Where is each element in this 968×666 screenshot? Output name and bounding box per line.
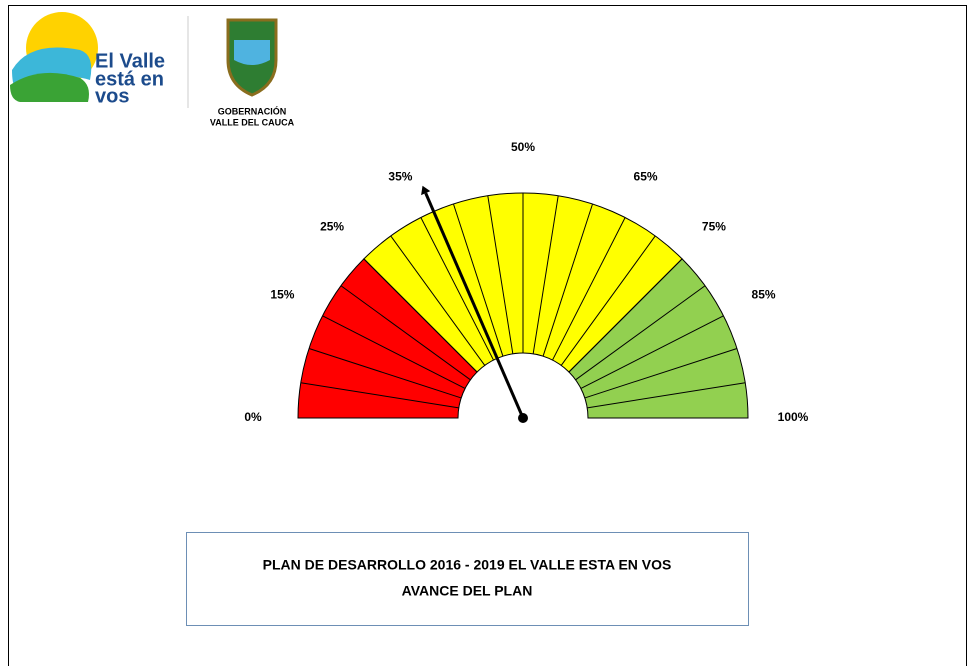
gauge-division xyxy=(580,315,724,389)
needle xyxy=(424,192,525,419)
needle-head xyxy=(421,185,431,196)
gauge-band xyxy=(297,258,478,419)
tick-label: 0% xyxy=(244,410,262,424)
chart-title: PLAN DE DESARROLLO 2016 - 2019 EL VALLE … xyxy=(263,557,672,573)
gauge-division xyxy=(542,203,594,357)
tick-label: 25% xyxy=(320,219,344,233)
gauge-division xyxy=(390,235,486,366)
tick-label: 65% xyxy=(634,170,658,184)
logo-text: El Valle xyxy=(95,50,165,72)
title-box xyxy=(186,532,749,626)
gauge-division xyxy=(532,195,559,354)
gauge-division xyxy=(552,217,626,361)
gauge-division xyxy=(363,258,478,373)
tick-label: 100% xyxy=(778,410,809,424)
tick-label: 50% xyxy=(511,140,535,154)
tick-label: 15% xyxy=(270,288,294,302)
frame xyxy=(8,5,967,666)
logo: El Valle está en vos GOBERNACIÓN VALLE D… xyxy=(10,12,295,127)
gauge-division xyxy=(584,347,738,399)
gauge-division xyxy=(322,315,466,389)
gauge-division xyxy=(300,382,459,409)
gauge-division xyxy=(308,347,462,399)
tick-label: 85% xyxy=(752,288,776,302)
gauge-band xyxy=(568,258,749,419)
org-name: GOBERNACIÓN xyxy=(218,105,287,116)
tick-label: 35% xyxy=(388,170,412,184)
gauge-division xyxy=(452,203,504,357)
gauge-division xyxy=(487,195,514,354)
logo-text: vos xyxy=(95,85,129,107)
gauge-division xyxy=(568,258,683,373)
org-name: VALLE DEL CAUCA xyxy=(210,117,295,127)
logo-text: está en xyxy=(95,68,164,90)
gauge-division xyxy=(420,217,494,361)
shield-sky xyxy=(234,40,270,65)
gauge-division xyxy=(340,285,471,381)
needle-hub xyxy=(518,413,528,423)
chart-subtitle: AVANCE DEL PLAN xyxy=(402,583,533,599)
logo-hill xyxy=(10,72,89,102)
gauge-division xyxy=(560,235,656,366)
tick-label: 75% xyxy=(702,219,726,233)
gauge-division xyxy=(575,285,706,381)
gauge-division xyxy=(587,382,746,409)
